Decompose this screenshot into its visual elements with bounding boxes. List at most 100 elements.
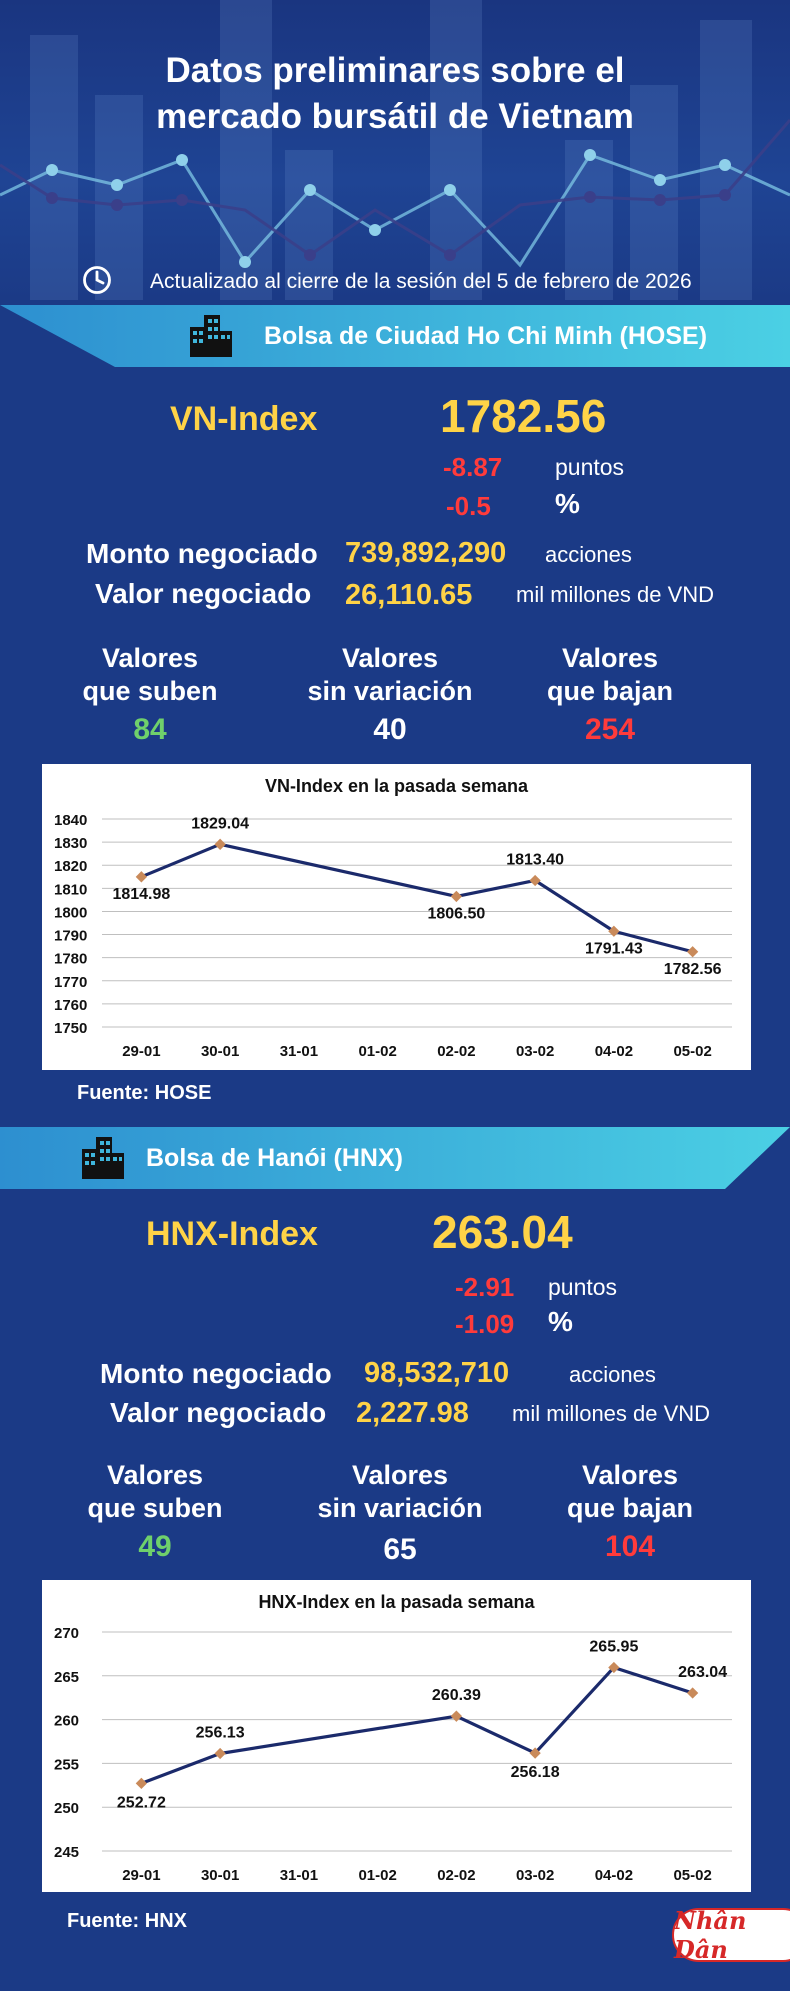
y-tick-label: 255 bbox=[54, 1756, 79, 1773]
data-label: 1782.56 bbox=[664, 961, 722, 978]
hnx-decliners-label: Valores que bajan bbox=[540, 1459, 720, 1525]
data-point bbox=[450, 1710, 463, 1722]
data-label: 1813.40 bbox=[506, 851, 564, 868]
decorative-lines bbox=[0, 119, 790, 268]
hnx-points-label: puntos bbox=[548, 1274, 618, 1300]
hnx-advancers-label-line-2: que suben bbox=[87, 1493, 223, 1523]
series-line bbox=[140, 1665, 694, 1785]
clock-icon bbox=[83, 266, 111, 294]
hnx-unchanged-label-line-1: Valores bbox=[351, 1460, 449, 1490]
hnx-unchanged-count: 65 bbox=[383, 1533, 417, 1566]
hnx-percent-sign: % bbox=[548, 1306, 573, 1337]
page-title-line-2: mercado bursátil de Vietnam bbox=[156, 97, 634, 136]
hose-percent-sign: % bbox=[555, 488, 580, 519]
hose-line-chart: VN-Index en la pasada semana 1750 1760 1770… bbox=[54, 776, 732, 1060]
data-label: 256.18 bbox=[511, 1764, 560, 1781]
hose-index-value: 1782.56 bbox=[440, 390, 607, 442]
hose-chart-panel: VN-Index en la pasada semana 1750 1760 1770… bbox=[42, 764, 751, 1070]
header-hero: Datos preliminares sobre el mercado burs… bbox=[0, 0, 790, 300]
data-label: 1806.50 bbox=[427, 905, 485, 922]
y-tick-label: 1790 bbox=[54, 928, 87, 945]
hose-advancers-count: 84 bbox=[133, 713, 167, 746]
hose-change-percent: -0.5 bbox=[446, 491, 491, 521]
x-tick-label: 02-02 bbox=[437, 1043, 475, 1060]
hnx-chart-panel: HNX-Index en la pasada semana 245 250 255 26… bbox=[42, 1580, 751, 1892]
hose-unchanged-label: Valores sin variación bbox=[280, 642, 500, 708]
y-tick-label: 265 bbox=[54, 1669, 79, 1686]
x-tick-label: 05-02 bbox=[673, 1043, 711, 1060]
y-tick-label: 1780 bbox=[54, 951, 87, 968]
x-tick-label: 30-01 bbox=[201, 1867, 239, 1884]
x-tick-label: 03-02 bbox=[516, 1867, 554, 1884]
hose-decliners-label-line-2: que bajan bbox=[546, 676, 674, 706]
decorative-bar bbox=[95, 95, 143, 300]
decorative-bar bbox=[285, 150, 333, 300]
hnx-volume-unit: acciones bbox=[569, 1362, 656, 1387]
hose-decliners-label-line-1: Valores bbox=[561, 643, 659, 673]
hose-unchanged-count: 40 bbox=[373, 713, 407, 746]
decorative-bar bbox=[220, 0, 272, 300]
x-tick-label: 01-02 bbox=[358, 1867, 396, 1884]
data-label: 1829.04 bbox=[191, 815, 249, 832]
y-tick-label: 1770 bbox=[54, 974, 87, 991]
x-tick-label: 03-02 bbox=[516, 1043, 554, 1060]
hnx-change-percent: -1.09 bbox=[455, 1309, 515, 1339]
chart-title: VN-Index en la pasada semana bbox=[265, 776, 529, 796]
hose-points-label: puntos bbox=[555, 454, 625, 480]
hnx-advancers-label: Valores que suben bbox=[65, 1459, 245, 1525]
x-tick-label: 04-02 bbox=[595, 1867, 633, 1884]
data-point bbox=[135, 871, 148, 883]
x-tick-label: 02-02 bbox=[437, 1867, 475, 1884]
x-tick-label: 29-01 bbox=[122, 1043, 160, 1060]
updated-timestamp: Actualizado al cierre de la sesión del 5… bbox=[150, 270, 692, 293]
hose-advancers-label-line-2: que suben bbox=[82, 676, 218, 706]
data-label: 256.13 bbox=[196, 1725, 245, 1742]
hnx-banner-background bbox=[0, 1127, 790, 1189]
data-point bbox=[135, 1777, 148, 1790]
hose-unchanged-label-line-1: Valores bbox=[341, 643, 439, 673]
hnx-index-value: 263.04 bbox=[432, 1206, 573, 1258]
data-label: 260.39 bbox=[432, 1687, 481, 1704]
hose-volume-label: Monto negociado bbox=[86, 538, 318, 569]
decorative-bar bbox=[630, 85, 678, 300]
logo-pill: Nhân Dân bbox=[672, 1906, 790, 1964]
y-tick-label: 1750 bbox=[54, 1020, 87, 1037]
decorative-bar bbox=[565, 140, 613, 300]
x-tick-label: 29-01 bbox=[122, 1867, 160, 1884]
nhan-dan-logo: Nhân Dân bbox=[672, 1906, 790, 1964]
hose-volume-unit: acciones bbox=[545, 542, 632, 567]
hnx-value-value: 2,227.98 bbox=[356, 1397, 469, 1429]
x-tick-label: 31-01 bbox=[280, 1043, 318, 1060]
data-point bbox=[214, 1747, 226, 1760]
hnx-line-chart: HNX-Index en la pasada semana 245 250 255 26… bbox=[54, 1592, 732, 1884]
page-title-line-1: Datos preliminares sobre el bbox=[165, 51, 625, 90]
hnx-value-unit: mil millones de VND bbox=[512, 1401, 711, 1426]
y-tick-label: 1810 bbox=[54, 881, 87, 898]
y-tick-label: 1840 bbox=[54, 812, 87, 829]
hose-exchange-title: Bolsa de Ciudad Ho Chi Minh (HOSE) bbox=[264, 322, 708, 350]
y-tick-label: 1800 bbox=[54, 904, 87, 921]
hose-unchanged-label-line-2: sin variación bbox=[307, 676, 473, 706]
x-tick-label: 31-01 bbox=[280, 1867, 318, 1884]
y-tick-label: 1820 bbox=[54, 858, 87, 875]
data-label: 252.72 bbox=[117, 1794, 166, 1811]
hnx-source: Fuente: HNX bbox=[67, 1910, 187, 1932]
hnx-unchanged-label-line-2: sin variación bbox=[317, 1493, 483, 1523]
hose-decliners-label: Valores que bajan bbox=[520, 642, 700, 708]
hnx-unchanged-label: Valores sin variación bbox=[290, 1459, 510, 1525]
x-tick-label: 01-02 bbox=[358, 1043, 396, 1060]
hnx-decliners-count: 104 bbox=[604, 1530, 656, 1563]
data-point bbox=[608, 925, 620, 937]
building-icon bbox=[190, 315, 232, 357]
hose-change-points: -8.87 bbox=[443, 452, 503, 482]
y-tick-label: 1830 bbox=[54, 835, 87, 852]
hose-volume-value: 739,892,290 bbox=[345, 537, 507, 569]
hnx-decliners-label-line-2: que bajan bbox=[566, 1493, 694, 1523]
data-label: 263.04 bbox=[678, 1664, 727, 1681]
hose-value-label: Valor negociado bbox=[95, 578, 312, 609]
hnx-change-points: -2.91 bbox=[455, 1272, 515, 1302]
hnx-advancers-count: 49 bbox=[138, 1530, 172, 1563]
data-point bbox=[529, 874, 541, 887]
logo-text: Nhân Dân bbox=[674, 1906, 747, 1964]
data-point bbox=[450, 890, 463, 903]
